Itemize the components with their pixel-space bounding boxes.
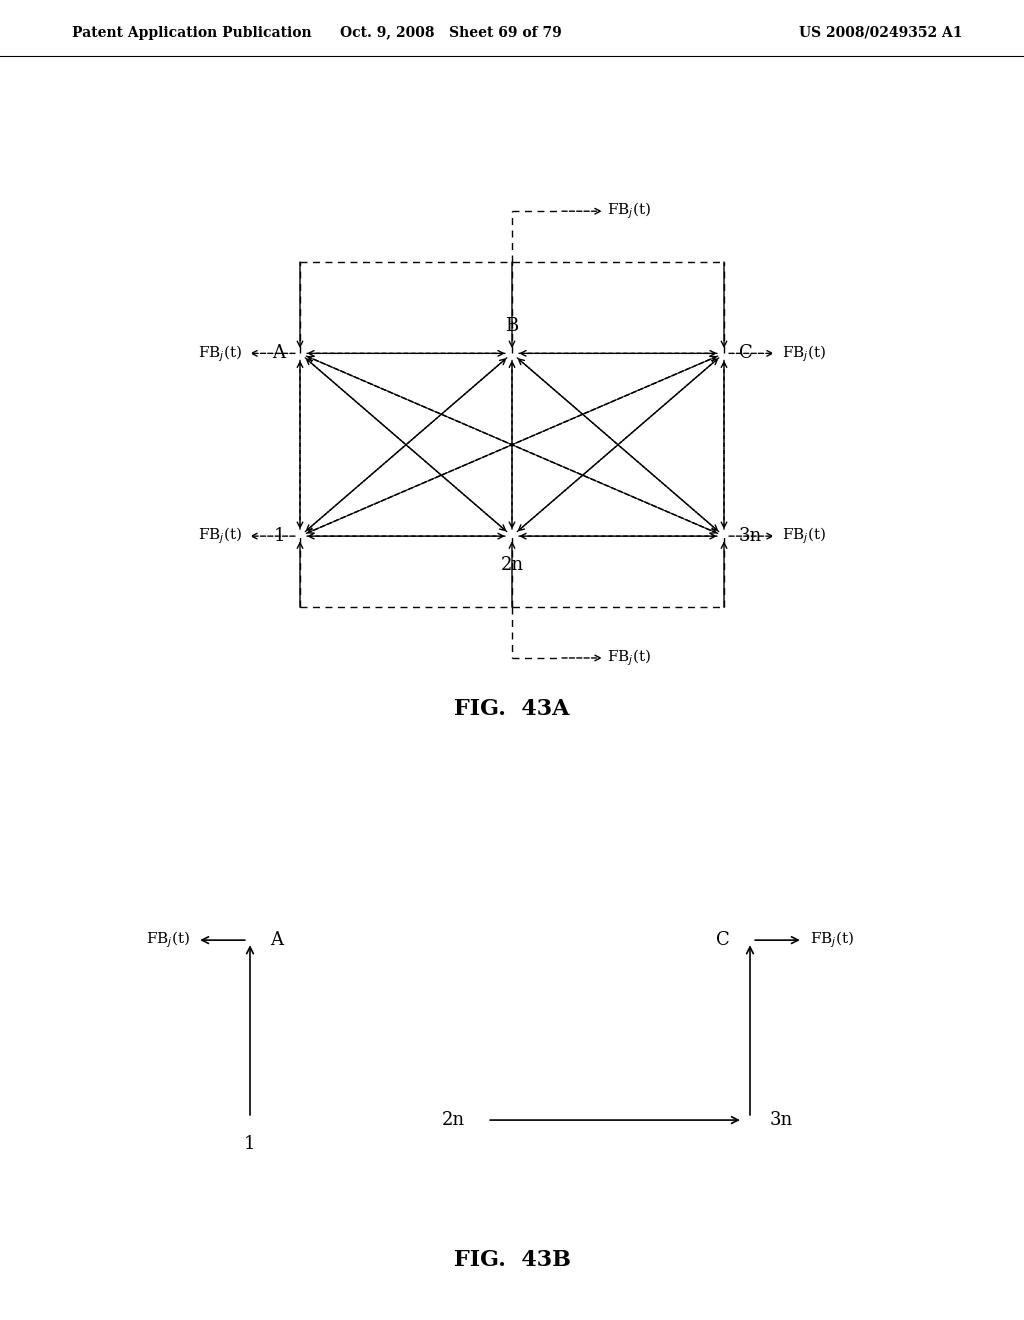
Text: 3n: 3n (770, 1111, 794, 1129)
Text: 1: 1 (245, 1135, 256, 1154)
Text: 2n: 2n (442, 1111, 465, 1129)
Text: 3n: 3n (739, 527, 762, 545)
Text: FB$_j$(t): FB$_j$(t) (198, 525, 242, 546)
Text: A: A (272, 345, 285, 363)
Text: FIG.  43A: FIG. 43A (455, 698, 569, 719)
Text: Oct. 9, 2008   Sheet 69 of 79: Oct. 9, 2008 Sheet 69 of 79 (340, 25, 561, 40)
Text: 2n: 2n (501, 557, 523, 574)
Text: FB$_j$(t): FB$_j$(t) (607, 201, 651, 222)
Text: C: C (739, 345, 753, 363)
Text: B: B (506, 317, 518, 335)
Text: A: A (270, 931, 283, 949)
Text: FB$_j$(t): FB$_j$(t) (198, 343, 242, 363)
Text: FIG.  43B: FIG. 43B (454, 1249, 570, 1271)
Text: FB$_j$(t): FB$_j$(t) (810, 929, 854, 950)
Text: FB$_j$(t): FB$_j$(t) (607, 648, 651, 668)
Text: C: C (716, 931, 730, 949)
Text: Patent Application Publication: Patent Application Publication (72, 25, 311, 40)
Text: FB$_j$(t): FB$_j$(t) (782, 343, 826, 363)
Text: FB$_j$(t): FB$_j$(t) (782, 525, 826, 546)
Text: FB$_j$(t): FB$_j$(t) (145, 929, 190, 950)
Text: 1: 1 (273, 527, 285, 545)
Text: US 2008/0249352 A1: US 2008/0249352 A1 (799, 25, 963, 40)
